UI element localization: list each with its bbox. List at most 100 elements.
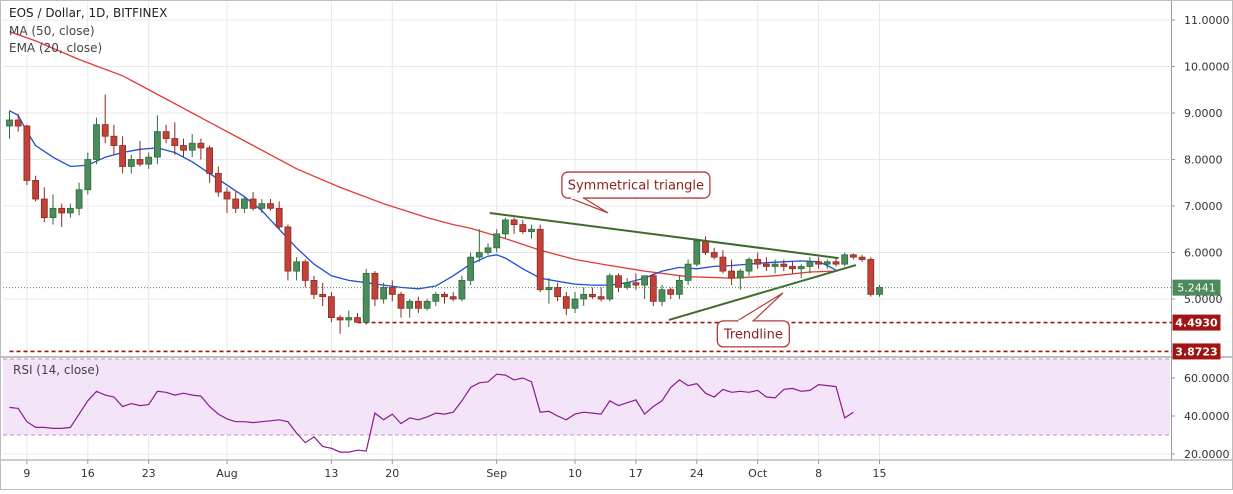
- candle-body: [745, 259, 753, 272]
- candle-body: [49, 207, 57, 219]
- level-badge: [1172, 343, 1221, 360]
- rsi-line: [9, 373, 854, 453]
- candle-down: [449, 292, 457, 302]
- price-tick-label: 8.0000: [1184, 154, 1223, 167]
- candle-up: [145, 152, 153, 169]
- candle-body: [362, 273, 370, 323]
- candle-body: [597, 296, 605, 300]
- candle-body: [275, 207, 283, 228]
- candle-up: [658, 285, 666, 306]
- candle-up: [423, 299, 431, 311]
- candle-up: [153, 115, 161, 165]
- trendline-upper: [489, 211, 839, 260]
- candle-body: [806, 261, 814, 267]
- candle-up: [475, 229, 483, 262]
- candle-body: [14, 119, 22, 127]
- candle-up: [188, 133, 196, 158]
- candle-up: [641, 275, 648, 299]
- candle-down: [206, 145, 214, 183]
- x-tick-label: 8: [815, 467, 822, 480]
- candle-up: [6, 110, 13, 139]
- candle-down: [249, 192, 257, 211]
- candle-body: [171, 138, 179, 146]
- candle-down: [554, 282, 561, 302]
- candle-body: [797, 266, 805, 270]
- candle-down: [441, 292, 448, 304]
- candle-down: [301, 259, 309, 288]
- candle-up: [501, 217, 509, 239]
- candle-up: [127, 154, 135, 174]
- candle-body: [771, 263, 779, 267]
- candle-body: [293, 261, 301, 272]
- annotation-symmetrical-triangle: Symmetrical triangle: [561, 171, 711, 214]
- price-axis: 5.0000 6.0000 7.0000 8.0000 9.0000 10.0000 11.…: [1171, 14, 1230, 461]
- candle-down: [171, 122, 179, 155]
- candle-down: [119, 136, 126, 174]
- candle-body: [327, 296, 335, 318]
- candle-down: [110, 124, 118, 155]
- candle-body: [301, 261, 309, 281]
- candle-down: [101, 94, 109, 144]
- candle-up: [745, 257, 753, 276]
- candle-down: [632, 273, 640, 290]
- candle-down: [214, 166, 222, 197]
- candle-body: [710, 252, 718, 258]
- candle-down: [789, 261, 796, 274]
- candle-body: [528, 228, 535, 232]
- candle-body: [554, 286, 561, 298]
- candle-down: [597, 287, 605, 302]
- candle-down: [589, 287, 596, 299]
- candle-body: [6, 119, 13, 127]
- candle-down: [136, 140, 144, 167]
- candle-up: [84, 152, 92, 195]
- candle-body: [75, 189, 83, 209]
- candle-body: [380, 286, 388, 300]
- candle-up: [823, 259, 831, 269]
- candle-down: [536, 224, 544, 293]
- candle-down: [414, 296, 422, 313]
- candle-body: [676, 279, 683, 295]
- candle-down: [519, 219, 527, 234]
- x-tick-label: 10: [568, 467, 582, 480]
- candle-down: [162, 124, 170, 144]
- candle-body: [267, 203, 274, 209]
- candle-body: [249, 198, 257, 209]
- candle-body: [641, 275, 648, 286]
- candle-up: [676, 275, 683, 299]
- candle-body: [214, 173, 222, 193]
- candle-body: [519, 224, 527, 232]
- candle-body: [32, 180, 39, 200]
- candle-down: [327, 292, 335, 323]
- candle-up: [432, 292, 440, 306]
- candle-body: [449, 296, 457, 300]
- ma50-line: [9, 30, 837, 279]
- candle-body: [475, 252, 483, 258]
- candle-body: [232, 198, 240, 209]
- candle-body: [684, 263, 692, 281]
- candle-down: [23, 124, 31, 186]
- candle-down: [397, 292, 405, 318]
- last-price-badge: [1172, 279, 1221, 296]
- candle-body: [458, 279, 466, 300]
- candle-body: [153, 131, 161, 158]
- x-tick-label: 16: [81, 467, 95, 480]
- candle-up: [293, 257, 301, 281]
- candle-up: [580, 287, 588, 306]
- candle-body: [501, 219, 509, 235]
- candle-body: [371, 273, 379, 300]
- candle-down: [58, 203, 66, 227]
- candle-up: [240, 196, 248, 213]
- candle-body: [223, 191, 231, 200]
- price-tick-label: 9.0000: [1184, 107, 1223, 120]
- candle-up: [49, 194, 57, 225]
- candle-body: [93, 124, 100, 160]
- candle-body: [40, 198, 48, 219]
- last-price-label: 5.2441: [1177, 282, 1216, 295]
- level-badge: [1172, 314, 1221, 331]
- candle-up: [771, 259, 779, 274]
- annotation-trendline: Trendline: [716, 292, 790, 348]
- candle-up: [806, 257, 814, 274]
- candle-up: [693, 238, 701, 267]
- candle-body: [823, 261, 831, 265]
